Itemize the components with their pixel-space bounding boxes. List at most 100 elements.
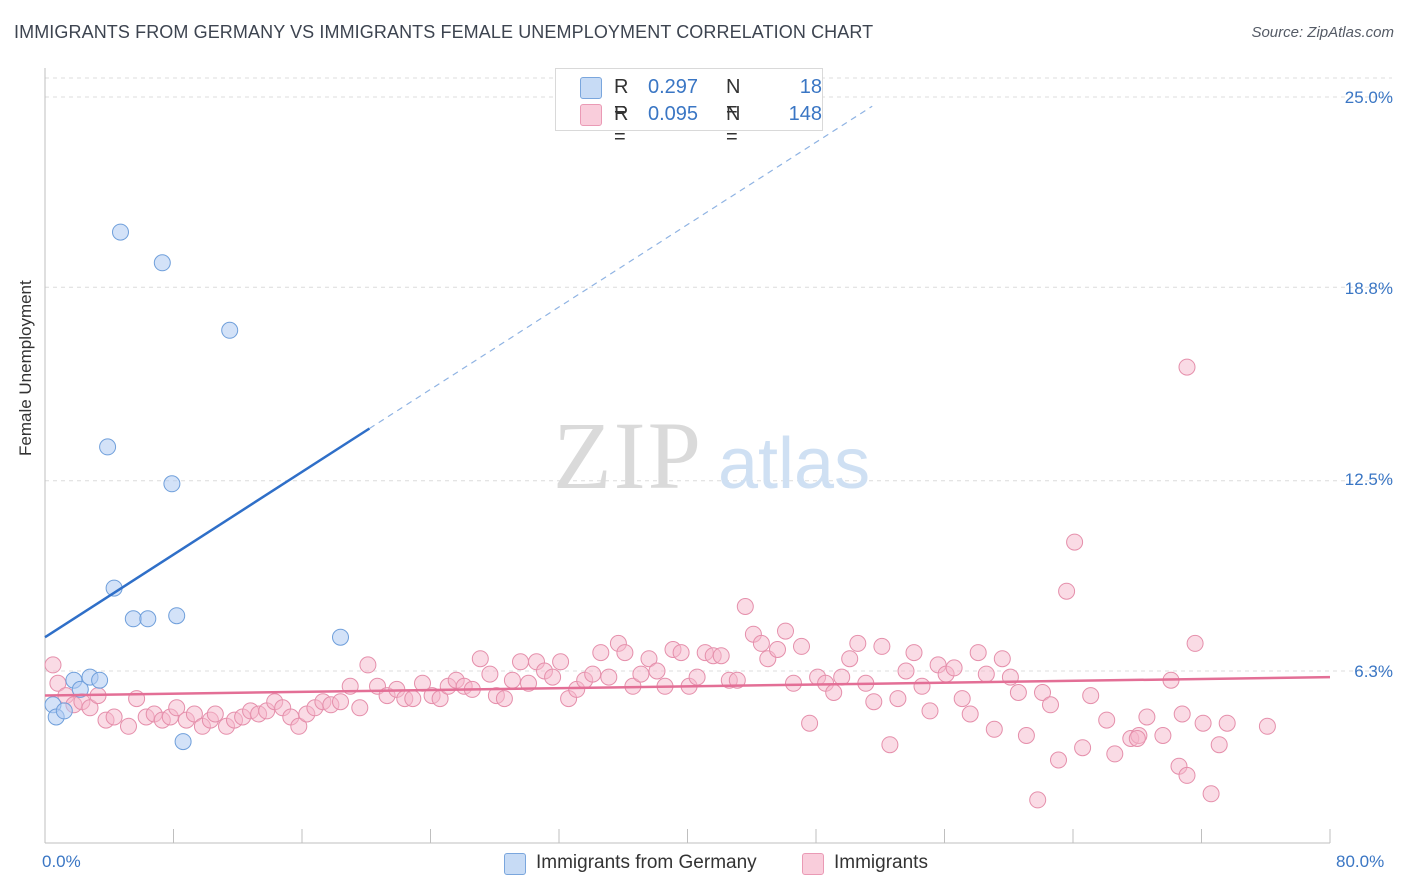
- point-immigrants: [1042, 696, 1059, 714]
- point-immigrants: [332, 693, 349, 711]
- point-immigrants: [471, 650, 489, 668]
- point-immigrants: [1098, 711, 1116, 729]
- point-immigrants: [600, 668, 618, 686]
- point-immigrants: [873, 637, 891, 655]
- point-immigrants: [905, 644, 923, 662]
- legend-swatch-germany: [580, 77, 602, 99]
- bottom-legend-label: Immigrants from Germany: [536, 852, 757, 873]
- y-tick-label: 12.5%: [1344, 470, 1393, 489]
- point-immigrants: [168, 699, 186, 717]
- point-germany: [99, 438, 117, 456]
- point-immigrants: [777, 622, 794, 640]
- trend-line-immigrants: [44, 675, 1331, 697]
- point-immigrants: [1178, 766, 1196, 784]
- legend-n-value: 18: [799, 76, 822, 98]
- point-germany: [139, 610, 157, 628]
- trend-lines: [44, 105, 1331, 697]
- point-immigrants: [897, 662, 915, 680]
- point-immigrants: [1034, 684, 1051, 701]
- point-immigrants: [769, 641, 786, 658]
- point-immigrants: [801, 714, 819, 732]
- point-immigrants: [185, 705, 203, 723]
- point-immigrants: [985, 720, 1003, 738]
- point-immigrants: [520, 674, 537, 692]
- point-immigrants: [206, 705, 224, 723]
- chart-source: Source: ZipAtlas.com: [1251, 24, 1394, 41]
- point-immigrants: [44, 656, 62, 674]
- point-immigrants: [945, 659, 963, 677]
- point-germany: [71, 680, 89, 698]
- point-immigrants: [1173, 705, 1191, 723]
- legend-r-value: 0.297: [648, 76, 699, 98]
- trend-line-germany: [44, 427, 371, 639]
- series-germany-points: [44, 223, 349, 751]
- point-immigrants: [961, 705, 979, 723]
- point-germany: [124, 610, 142, 628]
- point-immigrants: [1029, 791, 1047, 809]
- y-tick-label: 6.3%: [1354, 662, 1393, 681]
- point-immigrants: [1074, 739, 1092, 757]
- y-axis-label: Female Unemployment: [16, 280, 35, 456]
- bottom-legend-swatch-germany: [504, 853, 526, 875]
- point-immigrants: [481, 665, 499, 683]
- point-immigrants: [969, 644, 987, 662]
- point-immigrants: [921, 702, 939, 720]
- point-immigrants: [1017, 727, 1035, 744]
- point-germany: [55, 702, 73, 720]
- point-immigrants: [120, 717, 137, 735]
- chart-title: IMMIGRANTS FROM GERMANY VS IMMIGRANTS FE…: [14, 22, 874, 42]
- point-immigrants: [648, 662, 666, 680]
- point-immigrants: [841, 650, 859, 668]
- point-immigrants: [1009, 684, 1027, 701]
- bottom-legend-swatch-immigrants: [802, 853, 824, 875]
- point-immigrants: [1202, 785, 1220, 803]
- legend-r-label: R =: [614, 103, 629, 148]
- point-germany: [112, 223, 129, 241]
- legend-n-value: 148: [788, 103, 822, 125]
- legend-swatch-immigrants: [580, 104, 602, 126]
- point-immigrants: [833, 668, 851, 686]
- trend-line-germany-extension: [369, 105, 873, 430]
- point-immigrants: [889, 690, 907, 708]
- point-immigrants: [1050, 751, 1067, 769]
- point-immigrants: [592, 644, 610, 662]
- point-immigrants: [1186, 634, 1204, 652]
- point-immigrants: [1194, 714, 1212, 732]
- watermark-atlas: atlas: [718, 424, 870, 504]
- point-immigrants: [351, 699, 369, 717]
- point-germany: [153, 254, 171, 272]
- point-immigrants: [584, 665, 602, 683]
- point-germany: [221, 321, 239, 339]
- point-immigrants: [752, 634, 770, 652]
- point-immigrants: [728, 671, 746, 689]
- point-immigrants: [359, 656, 377, 674]
- point-germany: [332, 628, 349, 646]
- point-germany: [168, 607, 186, 625]
- point-immigrants: [793, 637, 810, 655]
- axes: [44, 68, 1331, 844]
- point-immigrants: [953, 690, 971, 708]
- legend-n-label: N =: [726, 76, 741, 121]
- y-tick-label: 18.8%: [1344, 279, 1393, 298]
- point-immigrants: [1082, 687, 1100, 705]
- point-immigrants: [1058, 582, 1076, 600]
- point-immigrants: [881, 736, 899, 754]
- point-immigrants: [49, 674, 67, 692]
- point-immigrants: [688, 668, 706, 686]
- point-immigrants: [977, 665, 995, 683]
- point-immigrants: [640, 650, 658, 668]
- point-immigrants: [552, 653, 570, 671]
- legend-r-label: R =: [614, 76, 629, 121]
- point-immigrants: [290, 717, 308, 735]
- legend: R = 0.297 N = 18 R = 0.095 N = 148: [555, 68, 823, 148]
- point-immigrants: [81, 699, 99, 717]
- x-tick-label-max: 80.0%: [1336, 852, 1385, 871]
- point-germany: [174, 733, 192, 751]
- point-immigrants: [993, 650, 1011, 668]
- point-immigrants: [849, 634, 867, 652]
- point-immigrants: [865, 693, 883, 711]
- point-immigrants: [1258, 717, 1276, 735]
- point-immigrants: [1106, 745, 1124, 763]
- point-immigrants: [1128, 730, 1146, 747]
